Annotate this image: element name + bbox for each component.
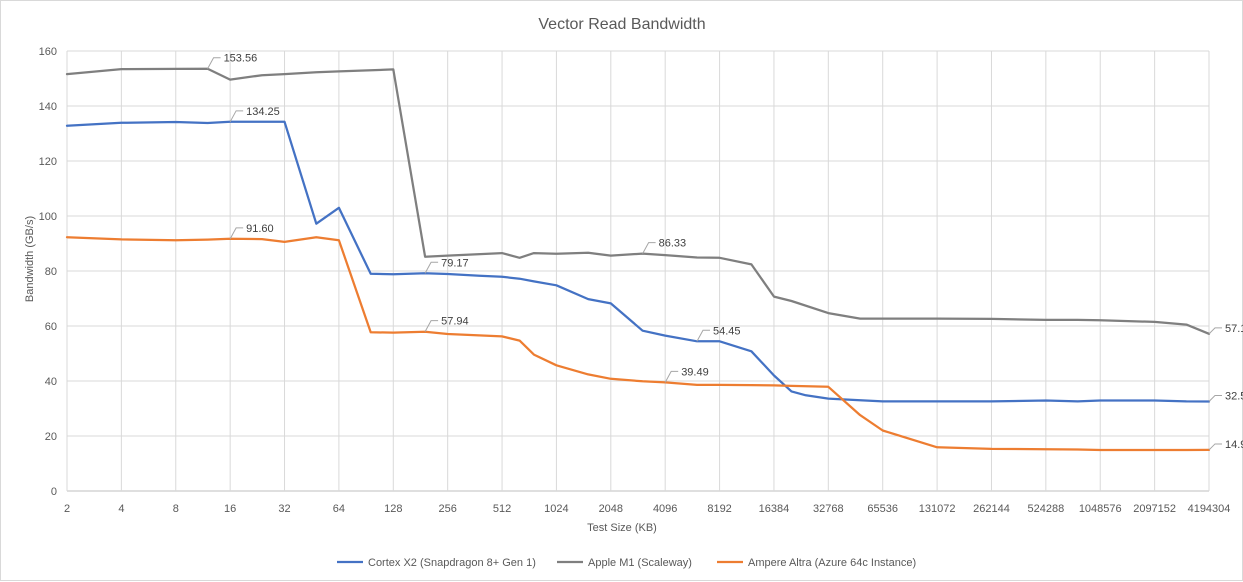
x-tick-label: 4194304 bbox=[1188, 503, 1231, 515]
y-tick-label: 80 bbox=[45, 266, 57, 278]
y-tick-label: 100 bbox=[39, 211, 57, 223]
data-label-leader bbox=[424, 261, 439, 274]
data-label: 134.25 bbox=[246, 106, 280, 118]
data-label: 39.49 bbox=[681, 366, 709, 378]
x-tick-label: 4096 bbox=[653, 503, 677, 515]
series-lines bbox=[65, 67, 1211, 452]
series-line-1 bbox=[65, 67, 1211, 335]
y-tick-label: 160 bbox=[39, 46, 57, 58]
legend-label-0: Cortex X2 (Snapdragon 8+ Gen 1) bbox=[368, 557, 536, 569]
data-label: 153.56 bbox=[224, 53, 258, 65]
data-label-leader bbox=[229, 110, 244, 123]
x-tick-label: 32768 bbox=[813, 503, 844, 515]
data-label-leader bbox=[1208, 443, 1222, 451]
x-tick-label: 8 bbox=[173, 503, 179, 515]
x-axis-ticks: 2 4 8 16 32 64 128 256 512 1024 2048 4096 8192 16384 3… bbox=[64, 503, 1230, 515]
x-tick-label: 2048 bbox=[599, 503, 623, 515]
data-label: 14.93 bbox=[1225, 439, 1243, 451]
y-tick-label: 140 bbox=[39, 101, 57, 113]
x-tick-label: 128 bbox=[384, 503, 402, 515]
data-label-leader bbox=[696, 329, 711, 342]
data-label-leader bbox=[207, 57, 221, 69]
data-labels: 153.56 134.25 91.60 79.17 57.94 86.33 54.45 39.… bbox=[207, 53, 1243, 451]
x-tick-label: 2 bbox=[64, 503, 70, 515]
legend: Cortex X2 (Snapdragon 8+ Gen 1) Apple M1 … bbox=[337, 557, 916, 569]
data-label-leader bbox=[1208, 327, 1222, 335]
data-label: 79.17 bbox=[441, 257, 469, 269]
series-line-0 bbox=[65, 120, 1211, 403]
legend-label-1: Apple M1 (Scaleway) bbox=[588, 557, 692, 569]
gridlines bbox=[66, 50, 1210, 492]
y-tick-label: 0 bbox=[51, 486, 57, 498]
y-axis-ticks: 0 20 40 60 80 100 120 140 160 bbox=[39, 46, 57, 498]
x-tick-label: 262144 bbox=[973, 503, 1010, 515]
x-tick-label: 256 bbox=[438, 503, 456, 515]
x-tick-label: 65536 bbox=[867, 503, 898, 515]
x-tick-label: 1024 bbox=[544, 503, 568, 515]
x-tick-label: 4 bbox=[118, 503, 124, 515]
data-label-leader bbox=[1208, 394, 1222, 402]
x-tick-label: 131072 bbox=[919, 503, 956, 515]
x-axis-label: Test Size (KB) bbox=[587, 522, 657, 534]
x-tick-label: 8192 bbox=[707, 503, 731, 515]
x-tick-label: 512 bbox=[493, 503, 511, 515]
y-tick-label: 60 bbox=[45, 321, 57, 333]
y-axis-label: Bandwidth (GB/s) bbox=[24, 216, 36, 302]
data-label: 86.33 bbox=[659, 238, 687, 250]
data-label: 57.94 bbox=[441, 316, 469, 328]
x-tick-label: 2097152 bbox=[1133, 503, 1176, 515]
x-tick-label: 32 bbox=[278, 503, 290, 515]
data-label-leader bbox=[642, 242, 656, 254]
data-label: 54.45 bbox=[713, 325, 741, 337]
x-tick-label: 524288 bbox=[1027, 503, 1064, 515]
data-label: 32.55 bbox=[1225, 390, 1243, 402]
x-tick-label: 16 bbox=[224, 503, 236, 515]
x-tick-label: 64 bbox=[333, 503, 345, 515]
data-label-leader bbox=[424, 320, 439, 332]
legend-label-2: Ampere Altra (Azure 64c Instance) bbox=[748, 557, 916, 569]
x-tick-label: 1048576 bbox=[1079, 503, 1122, 515]
x-tick-label: 16384 bbox=[759, 503, 790, 515]
data-label: 91.60 bbox=[246, 223, 274, 235]
chart-title: Vector Read Bandwidth bbox=[538, 16, 705, 33]
data-label-leader bbox=[229, 227, 244, 240]
y-tick-label: 20 bbox=[45, 431, 57, 443]
data-label-leader bbox=[664, 370, 679, 383]
data-label: 57.15 bbox=[1225, 323, 1243, 335]
y-tick-label: 40 bbox=[45, 376, 57, 388]
series-line-2 bbox=[65, 236, 1211, 452]
y-tick-label: 120 bbox=[39, 156, 57, 168]
